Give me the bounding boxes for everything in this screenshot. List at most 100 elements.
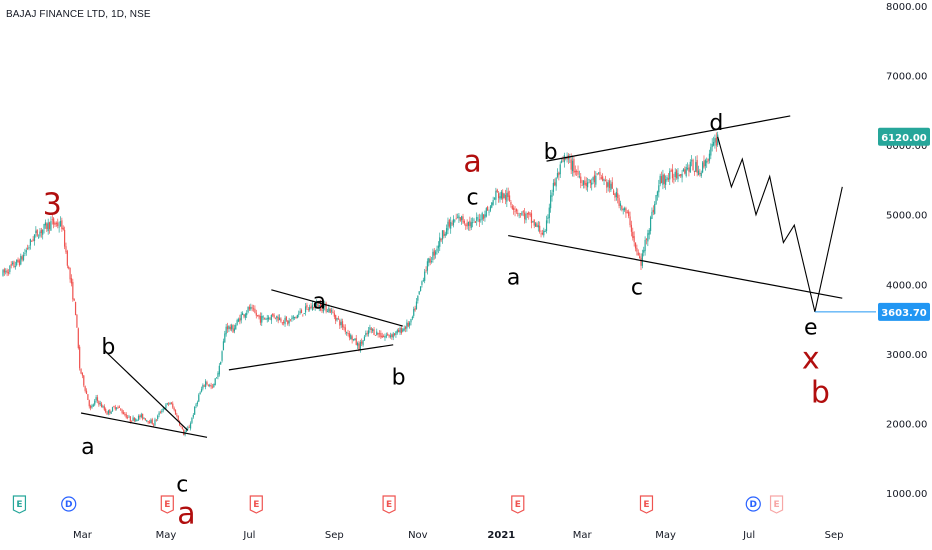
candle [507, 187, 509, 201]
earnings-event-icon[interactable]: E [511, 495, 525, 514]
candle [459, 217, 461, 222]
candle [225, 323, 227, 337]
trendline-1[interactable] [80, 412, 208, 438]
trendline-5[interactable] [508, 234, 843, 299]
candle [209, 383, 211, 388]
candle [243, 314, 245, 319]
candle [96, 394, 99, 404]
candle [221, 350, 223, 363]
candle [699, 168, 701, 177]
candle [361, 338, 363, 347]
candle [226, 322, 229, 333]
svg-text:E: E [16, 500, 22, 510]
y-tick-label: 5000.00 [886, 211, 927, 222]
candle [100, 401, 103, 408]
candle [424, 268, 426, 284]
candle [625, 206, 627, 218]
candle [702, 160, 704, 174]
candle [176, 412, 178, 418]
candle [235, 323, 237, 330]
candle [46, 222, 48, 232]
candle [42, 229, 44, 240]
projection-path[interactable] [717, 136, 843, 313]
candle [14, 261, 16, 270]
candle [74, 301, 77, 316]
candle [529, 212, 531, 218]
earnings-event-icon[interactable]: E [639, 495, 654, 514]
candle [571, 155, 574, 177]
candle [695, 156, 697, 173]
candle [229, 324, 231, 331]
candle [632, 227, 634, 241]
trendline-3[interactable] [228, 344, 394, 371]
trendline-4[interactable] [271, 289, 403, 327]
candle [58, 221, 60, 233]
wave-label-5: a [177, 497, 195, 532]
candle [173, 406, 175, 412]
candle [320, 299, 322, 312]
candle [496, 188, 498, 193]
earnings-event-icon[interactable]: E [382, 495, 396, 514]
earnings-event-icon[interactable]: E [249, 495, 263, 514]
candle [596, 173, 598, 176]
candle [95, 395, 97, 403]
candle [166, 402, 168, 406]
candle [206, 380, 208, 386]
axes-layer: 8000.00 7000.00 6000.00 5000.00 4000.00 3000.… [73, 2, 930, 541]
candle [7, 269, 10, 276]
x-tick-label: Mar [73, 530, 93, 541]
candle [435, 249, 437, 259]
candle [318, 304, 320, 312]
candle [366, 330, 368, 337]
split-event-icon[interactable]: E [12, 495, 27, 514]
candle [559, 161, 561, 178]
candle [369, 324, 371, 333]
svg-text:E: E [164, 500, 170, 510]
candle [580, 173, 582, 189]
candle [704, 158, 706, 171]
y-tick-label: 1000.00 [886, 489, 927, 500]
candle [302, 314, 304, 317]
candle [402, 327, 404, 333]
candle [85, 388, 88, 395]
candle [487, 205, 489, 211]
candle [5, 268, 7, 275]
earnings-future-event-icon[interactable]: E [769, 495, 784, 514]
candle [588, 179, 590, 184]
candle [514, 206, 516, 217]
candle [502, 189, 504, 204]
candle [131, 420, 133, 423]
candle [444, 231, 446, 238]
candle [555, 177, 557, 191]
candle [241, 311, 244, 316]
candle [506, 187, 508, 208]
candle [88, 399, 90, 409]
candle [539, 221, 541, 234]
candle [617, 188, 619, 204]
candle [581, 179, 583, 186]
wave-label-8: a [463, 145, 481, 180]
candle [658, 179, 660, 198]
candle [545, 215, 548, 234]
trendline-2[interactable] [103, 349, 189, 431]
candle [463, 219, 465, 226]
candle [87, 394, 89, 401]
dividend-event-icon[interactable]: D [61, 496, 77, 512]
candle [194, 406, 196, 415]
candle [337, 315, 340, 320]
candle [406, 319, 408, 332]
trendline-6[interactable] [546, 115, 791, 162]
candle [346, 331, 348, 336]
candle [172, 401, 174, 409]
earnings-event-icon[interactable]: E [160, 495, 174, 514]
candle [676, 168, 678, 180]
candle [429, 256, 431, 266]
candle [563, 152, 565, 168]
dividend-event-icon[interactable]: D [745, 496, 761, 512]
x-tick-label: 2021 [487, 530, 515, 541]
candle [548, 203, 550, 224]
candle [686, 162, 689, 171]
candle [474, 220, 476, 223]
